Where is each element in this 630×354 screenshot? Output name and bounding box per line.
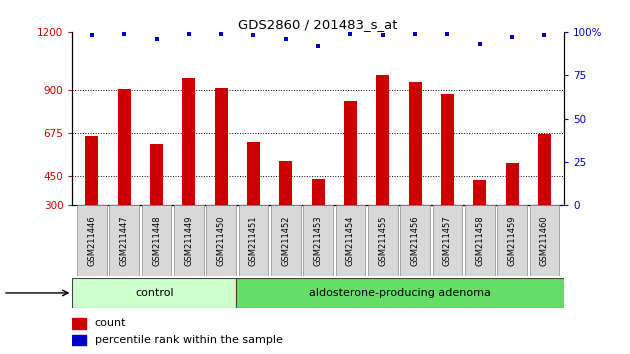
- FancyBboxPatch shape: [400, 205, 430, 276]
- Point: [313, 43, 323, 48]
- Bar: [441, 93, 454, 263]
- Point: [345, 31, 355, 36]
- FancyBboxPatch shape: [336, 205, 365, 276]
- Text: disease state: disease state: [0, 288, 68, 298]
- FancyBboxPatch shape: [530, 205, 559, 276]
- Bar: [409, 82, 421, 263]
- Text: GSM211451: GSM211451: [249, 216, 258, 266]
- Text: GSM211452: GSM211452: [282, 216, 290, 266]
- Text: GSM211446: GSM211446: [88, 215, 96, 266]
- Bar: [279, 161, 292, 263]
- Text: GSM211458: GSM211458: [475, 215, 484, 266]
- FancyBboxPatch shape: [497, 205, 527, 276]
- FancyBboxPatch shape: [174, 205, 203, 276]
- Text: GSM211454: GSM211454: [346, 216, 355, 266]
- Text: GSM211456: GSM211456: [411, 215, 420, 266]
- Bar: [538, 134, 551, 263]
- Point: [442, 31, 452, 36]
- Bar: [506, 163, 518, 263]
- Text: GSM211447: GSM211447: [120, 215, 129, 266]
- Text: GSM211450: GSM211450: [217, 216, 226, 266]
- Bar: [150, 144, 163, 263]
- Point: [475, 41, 485, 47]
- FancyBboxPatch shape: [206, 205, 236, 276]
- Point: [281, 36, 291, 42]
- Text: count: count: [94, 319, 126, 329]
- Point: [248, 33, 258, 38]
- Point: [507, 34, 517, 40]
- Point: [87, 33, 97, 38]
- Bar: [182, 78, 195, 263]
- FancyBboxPatch shape: [72, 278, 236, 308]
- Title: GDS2860 / 201483_s_at: GDS2860 / 201483_s_at: [238, 18, 398, 31]
- Point: [410, 31, 420, 36]
- Point: [119, 31, 129, 36]
- Bar: [344, 101, 357, 263]
- Text: GSM211455: GSM211455: [378, 216, 387, 266]
- FancyBboxPatch shape: [271, 205, 301, 276]
- Point: [539, 33, 549, 38]
- FancyBboxPatch shape: [465, 205, 495, 276]
- Point: [378, 33, 388, 38]
- Bar: [376, 75, 389, 263]
- Bar: [118, 89, 130, 263]
- FancyBboxPatch shape: [433, 205, 462, 276]
- FancyBboxPatch shape: [77, 205, 106, 276]
- Bar: [247, 142, 260, 263]
- Bar: [72, 335, 86, 345]
- FancyBboxPatch shape: [303, 205, 333, 276]
- Point: [184, 31, 194, 36]
- FancyBboxPatch shape: [142, 205, 171, 276]
- Bar: [72, 319, 86, 329]
- Bar: [215, 88, 227, 263]
- Text: GSM211448: GSM211448: [152, 215, 161, 266]
- Point: [151, 36, 161, 42]
- FancyBboxPatch shape: [110, 205, 139, 276]
- Text: aldosterone-producing adenoma: aldosterone-producing adenoma: [309, 288, 491, 298]
- FancyBboxPatch shape: [239, 205, 268, 276]
- FancyBboxPatch shape: [368, 205, 398, 276]
- Text: GSM211460: GSM211460: [540, 215, 549, 266]
- Bar: [473, 180, 486, 263]
- FancyBboxPatch shape: [236, 278, 564, 308]
- Text: GSM211459: GSM211459: [508, 216, 517, 266]
- Text: control: control: [135, 288, 174, 298]
- Text: GSM211457: GSM211457: [443, 215, 452, 266]
- Text: percentile rank within the sample: percentile rank within the sample: [94, 335, 282, 344]
- Point: [216, 31, 226, 36]
- Text: GSM211453: GSM211453: [314, 215, 323, 266]
- Bar: [312, 179, 324, 263]
- Bar: [86, 136, 98, 263]
- Text: GSM211449: GSM211449: [185, 216, 193, 266]
